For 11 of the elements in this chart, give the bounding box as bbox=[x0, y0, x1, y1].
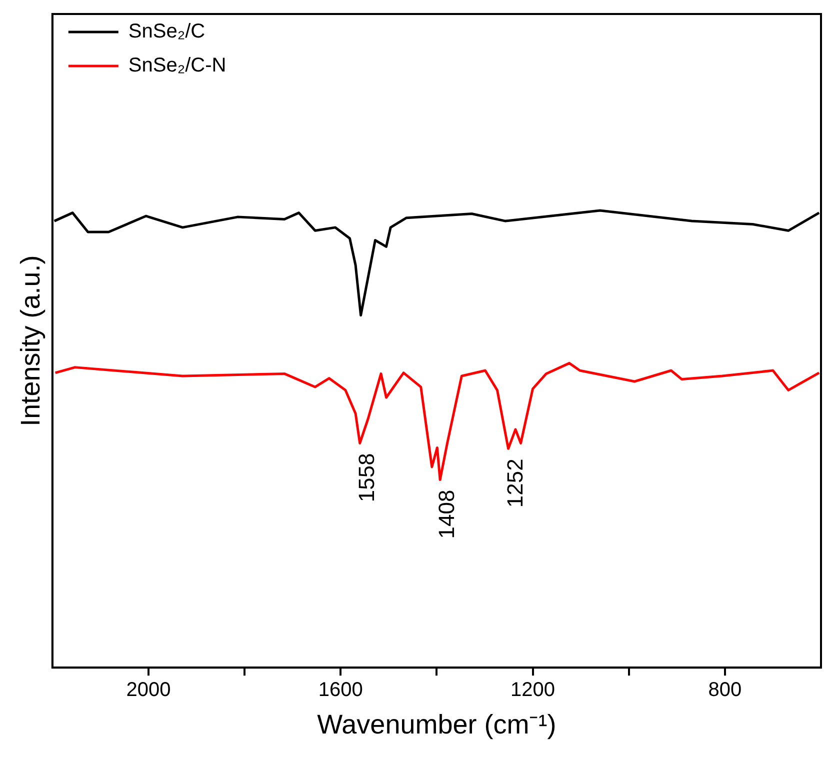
legend-label: SnSe₂/C bbox=[128, 20, 206, 43]
legend-label: SnSe₂/C-N bbox=[128, 54, 226, 77]
y-axis-title: Intensity (a.u.) bbox=[16, 255, 46, 426]
annotation: 1558 bbox=[354, 453, 379, 502]
x-tick-label: 1600 bbox=[318, 679, 363, 702]
x-axis-title: Wavenumber (cm⁻¹) bbox=[317, 709, 556, 740]
x-tick-label: 800 bbox=[708, 679, 742, 702]
annotation: 1408 bbox=[434, 490, 460, 539]
annotation: 1252 bbox=[502, 458, 528, 508]
x-tick-label: 2000 bbox=[126, 679, 171, 702]
x-tick-label: 1200 bbox=[510, 679, 556, 702]
